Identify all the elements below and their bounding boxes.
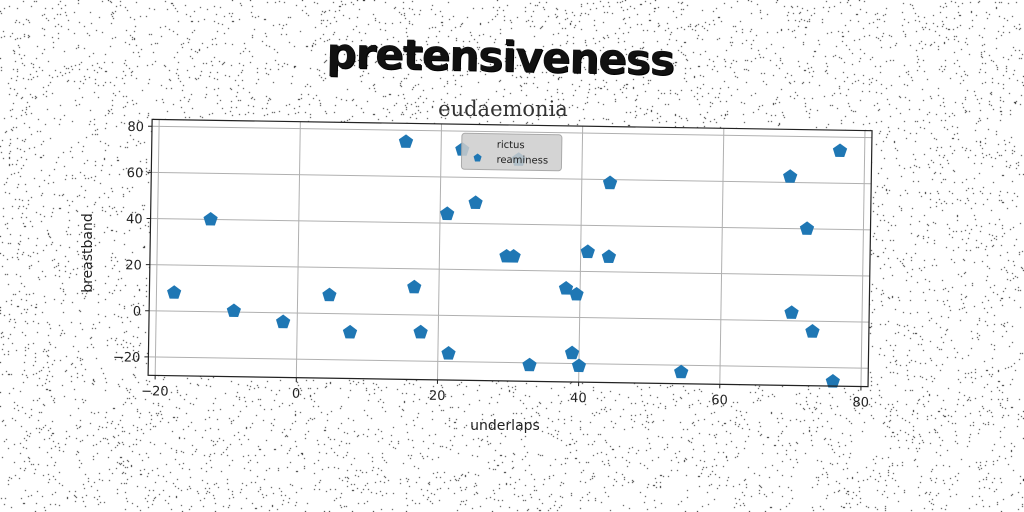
y-grid-line (150, 218, 871, 231)
legend-entry-rictus: rictus (497, 140, 525, 151)
data-point (203, 211, 218, 226)
grid-lines (148, 119, 872, 387)
y-grid-line (152, 125, 872, 139)
x-grid-line (860, 130, 866, 387)
data-point (167, 285, 182, 299)
data-point (506, 249, 521, 263)
data-point (413, 324, 428, 339)
y-tick-label: −20 (113, 350, 141, 365)
legend-marker-reaminess (473, 153, 482, 162)
x-grid-line (436, 123, 443, 380)
data-point (825, 373, 840, 388)
x-grid-line (719, 128, 725, 385)
data-point (569, 286, 584, 301)
data-point (226, 303, 241, 318)
data-point (276, 314, 291, 329)
x-tick-labels: −20 0 20 40 60 80 (141, 375, 869, 411)
y-tick-labels: −20 0 20 40 60 80 (113, 120, 153, 366)
data-point (441, 346, 456, 360)
y-tick-label: 60 (127, 166, 144, 181)
data-point (522, 357, 537, 372)
data-point (558, 280, 574, 295)
x-grid-line (578, 126, 584, 383)
data-point (468, 195, 483, 210)
y-grid-line (149, 310, 870, 323)
data-point (601, 249, 617, 264)
x-grid-line (154, 119, 160, 376)
data-point (440, 206, 455, 221)
data-point (571, 358, 587, 373)
plot-frame (147, 118, 873, 388)
data-point (342, 324, 358, 339)
x-tick-label: 80 (852, 395, 869, 410)
data-point (564, 345, 580, 360)
x-tick-label: 60 (711, 393, 728, 408)
x-tick-label: 40 (570, 391, 587, 406)
data-point (398, 134, 414, 148)
x-tick-label: 20 (429, 389, 446, 404)
data-point (832, 143, 848, 158)
data-point (322, 287, 337, 302)
y-grid-line (151, 171, 872, 185)
data-point (783, 169, 798, 183)
data-point (580, 244, 595, 259)
data-point (602, 175, 618, 190)
chart-title: eudaemonia (438, 97, 568, 121)
y-grid-line (148, 356, 869, 369)
data-point (805, 324, 820, 338)
x-grid-line (295, 121, 301, 378)
y-tick-label: 40 (126, 212, 143, 227)
y-tick-label: 20 (125, 258, 142, 273)
y-tick-label: 80 (127, 120, 144, 135)
y-grid-line (149, 264, 870, 277)
x-tick-label: 0 (292, 387, 301, 402)
data-point (674, 364, 689, 379)
y-tick-label: 0 (133, 305, 142, 320)
y-axis-label: breastband (80, 213, 96, 293)
legend-box (460, 132, 563, 172)
data-points (167, 134, 848, 388)
legend: rictus reaminess (460, 132, 563, 172)
legend-entry-reaminess: reaminess (496, 155, 548, 167)
data-point (407, 279, 422, 294)
x-axis-label: underlaps (470, 418, 540, 434)
plot-area: −20 0 20 40 60 80 −20 0 20 40 60 80 rictus reamine… (113, 118, 873, 411)
data-point (799, 221, 815, 235)
x-tick-label: −20 (141, 384, 169, 399)
data-point (784, 305, 799, 319)
